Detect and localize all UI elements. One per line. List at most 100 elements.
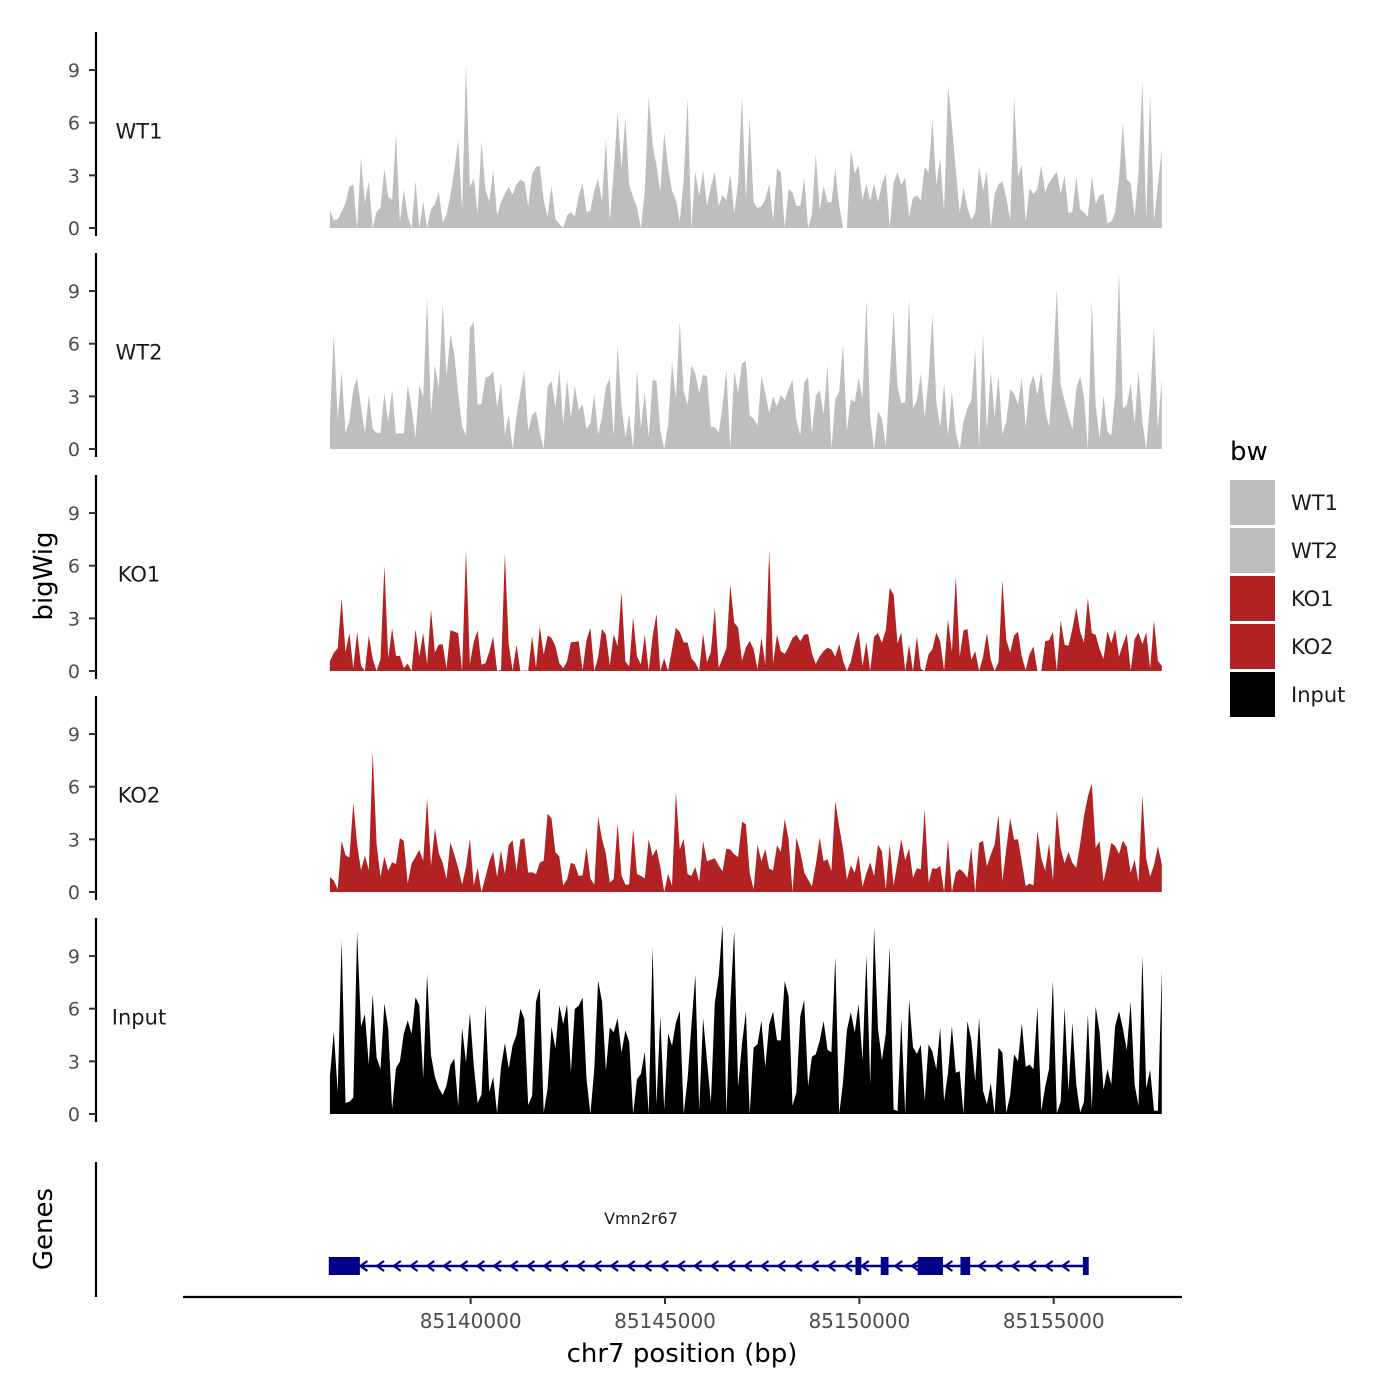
strand-arrow <box>408 1260 419 1272</box>
strand-arrow <box>993 1260 1004 1272</box>
legend-title: bw <box>1230 437 1268 467</box>
x-axis-ticks: 85140000 85145000 85150000 85155000 <box>420 1297 1105 1333</box>
strand-arrow <box>809 1260 820 1272</box>
legend-key-ko1 <box>1230 576 1275 621</box>
y-tick-label: 6 <box>68 777 80 799</box>
gene-exon <box>880 1257 889 1275</box>
track-label-ko1: KO1 <box>118 562 161 586</box>
strand-arrow <box>692 1260 703 1272</box>
strand-arrow <box>458 1260 469 1272</box>
strand-arrow <box>442 1260 452 1272</box>
strand-arrow <box>425 1260 435 1272</box>
strand-arrow <box>391 1260 402 1272</box>
coverage-area-wt1 <box>329 64 1162 228</box>
legend-label-ko2: KO2 <box>1291 635 1334 659</box>
strand-arrow <box>676 1260 686 1272</box>
y-tick-label: 0 <box>68 882 80 904</box>
strand-arrow <box>1043 1260 1054 1272</box>
legend-key-input <box>1230 672 1275 717</box>
gene-exon <box>1082 1257 1089 1275</box>
gene-exon <box>960 1257 971 1275</box>
x-tick-label: 85150000 <box>808 1309 910 1333</box>
y-tick-label: 9 <box>68 60 80 82</box>
gene-exon <box>917 1257 943 1275</box>
x-axis-title: chr7 position (bp) <box>567 1339 798 1369</box>
y-tick-label: 9 <box>68 503 80 525</box>
track-ko2: 0 3 6 9 KO2 <box>68 696 1162 904</box>
strand-arrow <box>910 1260 920 1272</box>
coverage-area-ko2 <box>329 751 1162 892</box>
strand-arrow <box>1010 1260 1020 1272</box>
legend-key-ko2 <box>1230 624 1275 669</box>
strand-arrow <box>592 1260 603 1272</box>
strand-arrow <box>659 1260 669 1272</box>
strand-arrow <box>1060 1260 1071 1272</box>
y-tick-label: 0 <box>68 1104 80 1126</box>
strand-arrow <box>525 1260 536 1272</box>
coverage-tracks: 0 3 6 9 WT1 0 3 6 9 WT2 0 3 6 9 KO1 0 3 6 9 KO2 0 3 6 9 Input <box>68 32 1162 1126</box>
strand-arrow <box>1027 1260 1037 1272</box>
strand-arrow <box>492 1260 502 1272</box>
coverage-area-input <box>329 924 1162 1114</box>
strand-arrow <box>609 1260 619 1272</box>
y-tick-label: 3 <box>68 386 80 408</box>
x-tick-label: 85155000 <box>1003 1309 1105 1333</box>
legend-label-input: Input <box>1291 683 1345 707</box>
strand-arrow <box>742 1260 753 1272</box>
legend: bw WT1 WT2 KO1 KO2 Input <box>1230 437 1345 717</box>
gene-exon <box>328 1257 360 1275</box>
strand-arrow <box>575 1260 586 1272</box>
strand-arrow <box>508 1260 519 1272</box>
y-tick-label: 9 <box>68 281 80 303</box>
y-tick-label: 3 <box>68 829 80 851</box>
y-tick-label: 3 <box>68 1051 80 1073</box>
coverage-area-ko1 <box>329 549 1162 671</box>
strand-arrow <box>976 1260 987 1272</box>
y-tick-label: 3 <box>68 608 80 630</box>
strand-arrow <box>826 1260 837 1272</box>
genes-track-label: Genes <box>29 1188 59 1270</box>
track-label-ko2: KO2 <box>118 783 161 807</box>
y-tick-label: 6 <box>68 999 80 1021</box>
gene-track: Genes Vmn2r67 <box>29 1162 1089 1297</box>
legend-label-ko1: KO1 <box>1291 587 1334 611</box>
gene-exon <box>855 1257 862 1275</box>
strand-arrow <box>893 1260 903 1272</box>
legend-label-wt2: WT2 <box>1291 539 1338 563</box>
y-tick-label: 0 <box>68 661 80 683</box>
legend-label-wt1: WT1 <box>1291 491 1338 515</box>
y-tick-label: 6 <box>68 113 80 135</box>
legend-key-wt2 <box>1230 528 1275 573</box>
strand-arrow <box>475 1260 486 1272</box>
gene-model-vmn2r67 <box>328 1257 1089 1275</box>
strand-arrow <box>726 1260 736 1272</box>
y-tick-label: 0 <box>68 218 80 240</box>
y-tick-label: 3 <box>68 165 80 187</box>
strand-arrow <box>859 1260 870 1272</box>
strand-arrow <box>759 1260 770 1272</box>
track-input: 0 3 6 9 Input <box>68 918 1162 1126</box>
track-wt2: 0 3 6 9 WT2 <box>68 253 1162 461</box>
track-ko1: 0 3 6 9 KO1 <box>68 475 1162 683</box>
legend-items: WT1 WT2 KO1 KO2 Input <box>1230 480 1345 717</box>
legend-key-wt1 <box>1230 480 1275 525</box>
track-wt1: 0 3 6 9 WT1 <box>68 32 1162 240</box>
track-label-input: Input <box>112 1005 166 1029</box>
y-tick-label: 6 <box>68 556 80 578</box>
y-tick-label: 9 <box>68 946 80 968</box>
strand-arrow <box>542 1260 552 1272</box>
y-tick-label: 0 <box>68 439 80 461</box>
strand-arrow <box>709 1260 720 1272</box>
x-axis: 85140000 85145000 85150000 85155000 chr7 po… <box>183 1295 1182 1369</box>
strand-arrow <box>375 1260 385 1272</box>
strand-arrow <box>943 1260 954 1272</box>
coverage-area-wt2 <box>329 271 1162 449</box>
strand-arrow <box>793 1260 803 1272</box>
x-tick-label: 85145000 <box>614 1309 716 1333</box>
strand-arrow <box>625 1260 636 1272</box>
strand-arrow <box>843 1260 853 1272</box>
y-tick-label: 9 <box>68 724 80 746</box>
x-tick-label: 85140000 <box>420 1309 522 1333</box>
gene-name-label: Vmn2r67 <box>604 1209 678 1228</box>
